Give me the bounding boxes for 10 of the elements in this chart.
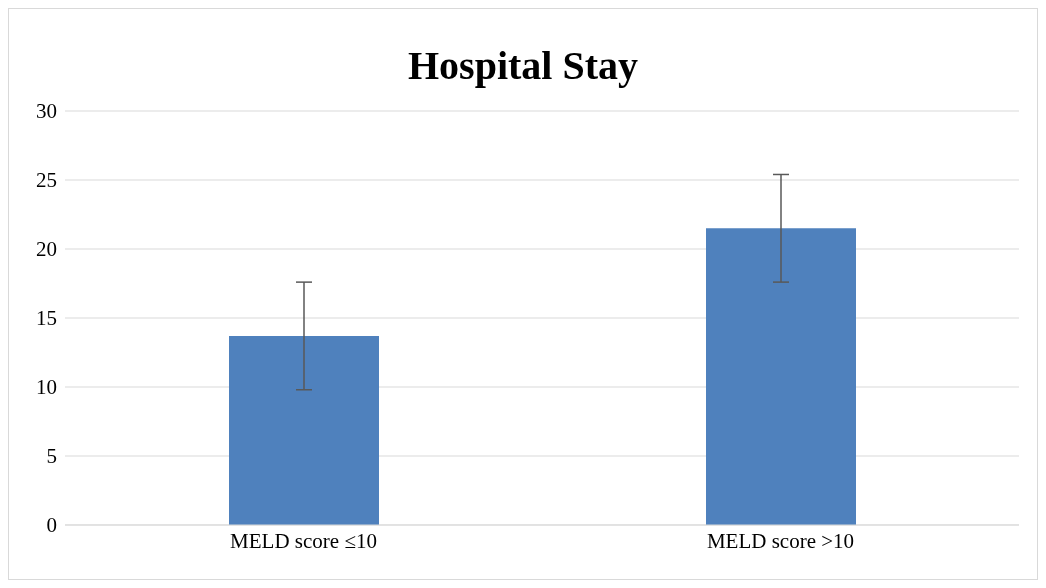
chart-title: Hospital Stay [406,42,639,90]
y-tick-label: 15 [36,306,57,331]
x-tick-label: MELD score >10 [706,528,855,553]
y-tick-label: 10 [36,375,57,400]
y-tick-label: 5 [46,444,57,469]
y-tick-label: 25 [36,168,57,193]
y-tick-label: 20 [36,237,57,262]
y-tick-label: 0 [46,513,57,538]
x-tick-label: MELD score ≤10 [230,528,377,553]
y-tick-label: 30 [36,99,57,124]
